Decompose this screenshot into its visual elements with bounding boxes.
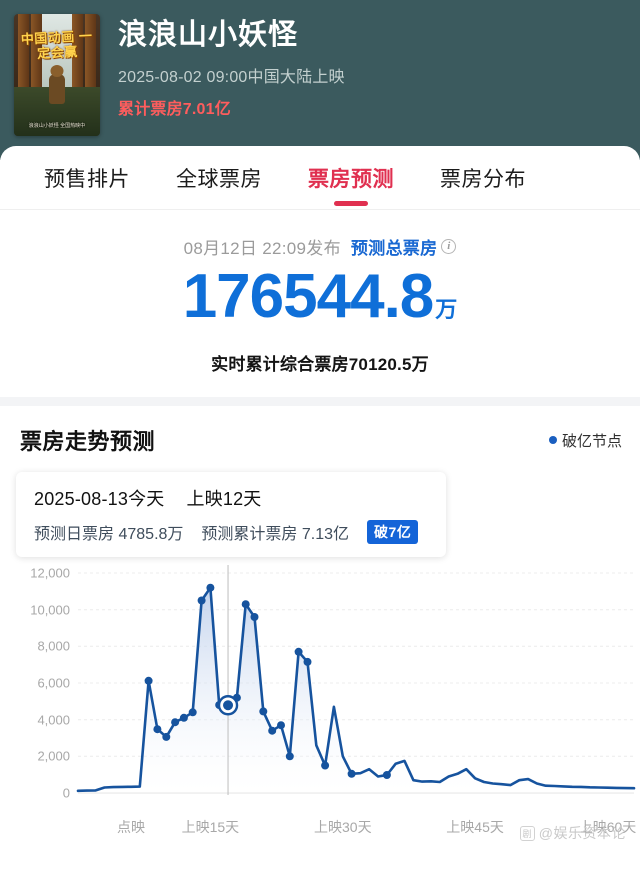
prediction-summary: 08月12日 22:09发布 预测总票房 i 176544.8万 实时累计综合票…	[0, 210, 640, 375]
info-circle-icon[interactable]: i	[441, 239, 457, 254]
chart-header: 票房走势预测 破亿节点	[0, 406, 640, 456]
x-axis-tick-label: 上映30天	[314, 819, 372, 835]
box-office-trend-line-chart[interactable]	[0, 565, 640, 815]
movie-meta: 浪浪山小妖怪 2025-08-02 09:00中国大陆上映 累计票房7.01亿	[118, 14, 345, 119]
prediction-total-unit: 万	[435, 297, 458, 322]
prediction-metric[interactable]: 预测总票房 i	[351, 234, 457, 259]
poster-footer-text: 浪浪山小妖怪 全国热映中	[28, 123, 86, 129]
prediction-total-value-row: 176544.8万	[0, 261, 640, 346]
tooltip-row-date: 2025-08-13今天 上映12天	[34, 485, 430, 511]
chart-tooltip: 2025-08-13今天 上映12天 预测日票房 4785.8万 预测累计票房 …	[16, 472, 446, 557]
cumulative-box-office: 累计票房7.01亿	[118, 101, 231, 118]
tab-yushou-paipian[interactable]: 预售排片	[44, 163, 130, 193]
y-axis-tick-label: 8,000	[37, 638, 70, 654]
poster-bamboo-trunk	[18, 14, 29, 136]
tooltip-daily-label: 预测日票房	[34, 526, 115, 543]
tooltip-row-values: 预测日票房 4785.8万 预测累计票房 7.13亿 破7亿	[34, 520, 430, 544]
x-axis-labels: 点映 上映15天 上映30天 上映45天 上映60天	[0, 817, 640, 847]
release-info: 2025-08-02 09:00中国大陆上映	[118, 69, 345, 86]
chart-title: 票房走势预测	[20, 429, 156, 454]
movie-header: 中国动画 一定会赢 浪浪山小妖怪 全国热映中 浪浪山小妖怪 2025-08-02…	[0, 0, 640, 160]
tab-piaofang-yuce[interactable]: 票房预测	[308, 163, 394, 206]
poster-bamboo-trunk	[85, 14, 96, 136]
y-axis-tick-label: 4,000	[37, 712, 70, 728]
watermark-logo-icon: 剧	[519, 825, 535, 841]
chart-plot[interactable]: 0 2,000 4,000 6,000 8,000 10,000 12,000	[0, 565, 640, 815]
tooltip-day-tag: 今天	[128, 489, 165, 509]
tab-divider	[0, 209, 640, 210]
y-axis-tick-label: 10,000	[30, 602, 70, 618]
poster-character	[49, 74, 65, 105]
realtime-cumulative: 实时累计综合票房70120.5万	[211, 355, 429, 374]
prediction-total-value: 176544.8	[182, 262, 435, 331]
y-axis-tick-label: 2,000	[37, 748, 70, 764]
page-title: 浪浪山小妖怪	[118, 19, 299, 51]
y-axis-tick-label: 6,000	[37, 675, 70, 691]
tooltip-daily: 预测日票房 4785.8万	[34, 520, 183, 544]
movie-poster[interactable]: 中国动画 一定会赢 浪浪山小妖怪 全国热映中	[14, 14, 100, 136]
y-axis-tick-label: 0	[62, 785, 70, 801]
watermark: 剧 @娱乐资本论	[519, 823, 626, 843]
tooltip-days-released: 上映12天	[186, 489, 262, 509]
tooltip-cumulative: 预测累计票房 7.13亿	[201, 520, 349, 544]
tab-label: 预售排片	[44, 168, 130, 191]
tab-label: 票房分布	[440, 168, 526, 191]
tooltip-daily-value: 4785.8万	[118, 526, 184, 543]
tab-label: 票房预测	[308, 168, 394, 191]
x-axis-tick-label: 上映60天	[578, 819, 637, 835]
poster-headline: 中国动画 一定会赢	[20, 28, 93, 62]
y-axis-tick-label: 12,000	[30, 565, 70, 581]
watermark-text: @娱乐资本论	[538, 825, 626, 841]
x-axis-tick-label: 点映	[117, 819, 145, 835]
tab-quanqiu-piaofang[interactable]: 全球票房	[176, 163, 262, 193]
tab-label: 全球票房	[176, 168, 262, 191]
poster-bamboo-trunk	[72, 14, 83, 136]
x-axis-tick-label: 上映15天	[181, 819, 240, 835]
prediction-metric-label: 预测总票房	[350, 239, 438, 258]
tooltip-date: 2025-08-13	[34, 489, 129, 509]
tooltip-date-group: 2025-08-13今天	[34, 485, 164, 511]
tooltip-badge: 破7亿	[367, 520, 419, 544]
chart-legend: 破亿节点	[548, 430, 622, 451]
legend-label: 破亿节点	[561, 432, 622, 450]
chart-section: 票房走势预测 破亿节点 2025-08-13今天 上映12天 预测日票房 478…	[0, 406, 640, 847]
tooltip-cumulative-value: 7.13亿	[301, 526, 350, 543]
tab-sheet: 票房 预售排片 全球票房 票房预测 票房分布	[0, 146, 640, 210]
poster-bamboo-trunk	[31, 14, 42, 136]
legend-dot-icon	[548, 436, 557, 444]
tab-active-underline	[334, 201, 368, 206]
prediction-meta-row: 08月12日 22:09发布 预测总票房 i	[0, 234, 640, 259]
section-divider	[0, 397, 640, 406]
tab-piaofang-fenbu[interactable]: 票房分布	[440, 163, 526, 193]
x-axis-tick-label: 上映45天	[446, 819, 504, 835]
publish-time: 08月12日 22:09发布	[183, 239, 341, 258]
tab-bar[interactable]: 票房 预售排片 全球票房 票房预测 票房分布	[0, 146, 640, 210]
tooltip-cumulative-label: 预测累计票房	[201, 526, 298, 543]
